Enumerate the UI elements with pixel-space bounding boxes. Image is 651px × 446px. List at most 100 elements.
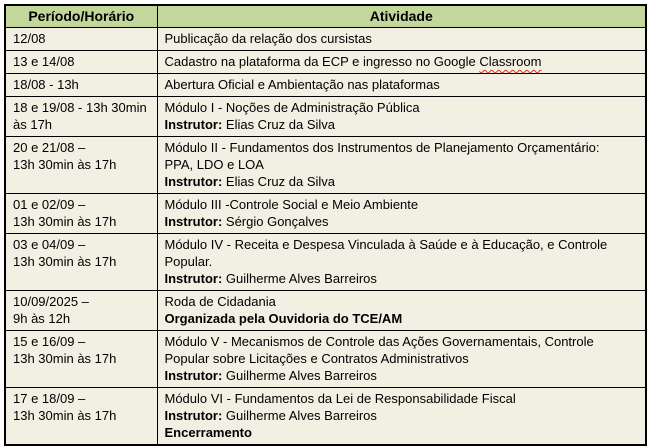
periodo-cell: 17 e 18/09 – 13h 30min às 17h (4, 387, 158, 446)
text-segment: Instrutor: (164, 117, 223, 132)
schedule-table: Período/Horário Atividade 12/08 Publicaçã… (4, 4, 647, 446)
text-segment: Módulo III -Controle Social e Meio Ambie… (164, 197, 419, 212)
atividade-line: Módulo VI - Fundamentos da Lei de Respon… (165, 390, 638, 407)
atividade-line: Instrutor: Guilherme Alves Barreiros (165, 407, 638, 424)
text-segment: Instrutor: (164, 214, 223, 229)
atividade-cell: Módulo IV - Receita e Despesa Vinculada … (156, 233, 647, 291)
periodo-line: 10/09/2025 – (13, 294, 89, 309)
periodo-cell: 12/08 (4, 27, 158, 51)
spellcheck-flagged-word: Classroom (479, 54, 542, 69)
periodo-line: 18 e 19/08 - 13h 30min (13, 100, 147, 115)
periodo-line: às 17h (13, 117, 53, 132)
text-segment: Sérgio Gonçalves (222, 214, 329, 229)
text-segment: Elias Cruz da Silva (222, 117, 335, 132)
document-page: Período/Horário Atividade 12/08 Publicaçã… (4, 4, 647, 446)
periodo-line: 15 e 16/09 – (13, 334, 86, 349)
atividade-line: Instrutor: Elias Cruz da Silva (165, 116, 638, 133)
periodo-line: 17 e 18/09 – (13, 391, 86, 406)
text-segment: Módulo VI - Fundamentos da Lei de Respon… (164, 391, 516, 406)
table-row: 03 e 04/09 – 13h 30min às 17h Módulo IV - … (4, 233, 647, 291)
atividade-line: Popular sobre Licitações e Contratos Adm… (165, 350, 638, 367)
text-segment: Guilherme Alves Barreiros (222, 368, 377, 383)
periodo-line: 13h 30min às 17h (13, 351, 117, 366)
atividade-line: Instrutor: Elias Cruz da Silva (165, 173, 638, 190)
text-segment: Popular sobre Licitações e Contratos Adm… (164, 351, 469, 366)
atividade-line: Módulo V - Mecanismos de Controle das Aç… (165, 333, 638, 350)
periodo-line: 13 e 14/08 (13, 54, 75, 69)
text-segment: Instrutor: (164, 271, 223, 286)
text-segment: Instrutor: (164, 368, 223, 383)
text-segment: Encerramento (164, 425, 252, 440)
header-row: Período/Horário Atividade (4, 4, 647, 28)
atividade-cell: Módulo V - Mecanismos de Controle das Aç… (156, 330, 647, 388)
atividade-cell: Módulo II - Fundamentos dos Instrumentos… (156, 136, 647, 194)
table-row: 18 e 19/08 - 13h 30min às 17h Módulo I - N… (4, 96, 647, 137)
text-segment: Módulo I - Noções de Administração Públi… (164, 100, 420, 115)
atividade-line: Instrutor: Sérgio Gonçalves (165, 213, 638, 230)
atividade-cell: Módulo III -Controle Social e Meio Ambie… (156, 193, 647, 234)
periodo-line: 13h 30min às 17h (13, 157, 117, 172)
periodo-cell: 13 e 14/08 (4, 50, 158, 74)
periodo-cell: 15 e 16/09 – 13h 30min às 17h (4, 330, 158, 388)
column-header-atividade: Atividade (156, 4, 647, 28)
column-header-periodo-horario: Período/Horário (4, 4, 158, 28)
atividade-cell: Módulo VI - Fundamentos da Lei de Respon… (156, 387, 647, 446)
table-row: 15 e 16/09 – 13h 30min às 17h Módulo V - M… (4, 330, 647, 388)
atividade-line: Módulo IV - Receita e Despesa Vinculada … (165, 236, 638, 253)
periodo-line: 01 e 02/09 – (13, 197, 86, 212)
table-row: 17 e 18/09 – 13h 30min às 17h Módulo VI - … (4, 387, 647, 446)
periodo-line: 20 e 21/08 – (13, 140, 86, 155)
periodo-cell: 18 e 19/08 - 13h 30min às 17h (4, 96, 158, 137)
atividade-line: Popular. (165, 253, 638, 270)
text-segment: PPA, LDO e LOA (164, 157, 264, 172)
atividade-cell: Publicação da relação dos cursistas (156, 27, 647, 51)
atividade-line: Módulo II - Fundamentos dos Instrumentos… (165, 139, 638, 156)
schedule-table-body: 12/08 Publicação da relação dos cursistas… (4, 27, 647, 446)
periodo-cell: 20 e 21/08 – 13h 30min às 17h (4, 136, 158, 194)
periodo-line: 18/08 - 13h (13, 77, 79, 92)
periodo-cell: 03 e 04/09 – 13h 30min às 17h (4, 233, 158, 291)
atividade-line: Roda de Cidadania (165, 293, 638, 310)
text-segment: Abertura Oficial e Ambientação nas plata… (164, 77, 440, 92)
periodo-line: 13h 30min às 17h (13, 408, 117, 423)
text-segment: Elias Cruz da Silva (222, 174, 335, 189)
atividade-cell: Abertura Oficial e Ambientação nas plata… (156, 73, 647, 97)
atividade-line: Publicação da relação dos cursistas (165, 30, 638, 47)
text-segment: Instrutor: (164, 408, 223, 423)
table-row: 13 e 14/08 Cadastro na plataforma da ECP … (4, 50, 647, 74)
atividade-cell: Módulo I - Noções de Administração Públi… (156, 96, 647, 137)
table-row: 20 e 21/08 – 13h 30min às 17h Módulo II - … (4, 136, 647, 194)
text-segment: Guilherme Alves Barreiros (222, 271, 377, 286)
text-segment: Módulo V - Mecanismos de Controle das Aç… (164, 334, 594, 349)
periodo-line: 13h 30min às 17h (13, 214, 117, 229)
periodo-line: 03 e 04/09 – (13, 237, 86, 252)
atividade-line: Organizada pela Ouvidoria do TCE/AM (165, 310, 638, 327)
periodo-cell: 18/08 - 13h (4, 73, 158, 97)
text-segment: Publicação da relação dos cursistas (164, 31, 372, 46)
atividade-cell: Cadastro na plataforma da ECP e ingresso… (156, 50, 647, 74)
atividade-line: Abertura Oficial e Ambientação nas plata… (165, 76, 638, 93)
atividade-line: Instrutor: Guilherme Alves Barreiros (165, 270, 638, 287)
text-segment: Guilherme Alves Barreiros (222, 408, 377, 423)
table-row: 10/09/2025 – 9h às 12h Roda de Cidadania Or… (4, 290, 647, 331)
table-row: 12/08 Publicação da relação dos cursistas (4, 27, 647, 51)
atividade-line: Cadastro na plataforma da ECP e ingresso… (165, 53, 638, 70)
text-segment: Módulo II - Fundamentos dos Instrumentos… (164, 140, 600, 155)
periodo-line: 9h às 12h (13, 311, 71, 326)
periodo-line: 13h 30min às 17h (13, 254, 117, 269)
atividade-line: Módulo I - Noções de Administração Públi… (165, 99, 638, 116)
text-segment: Instrutor: (164, 174, 223, 189)
periodo-line: 12/08 (13, 31, 46, 46)
table-row: 01 e 02/09 – 13h 30min às 17h Módulo III -… (4, 193, 647, 234)
atividade-line: Módulo III -Controle Social e Meio Ambie… (165, 196, 638, 213)
text-segment: Popular. (164, 254, 213, 269)
text-segment: Módulo IV - Receita e Despesa Vinculada … (164, 237, 608, 252)
text-segment: Roda de Cidadania (164, 294, 276, 309)
atividade-line: Encerramento (165, 424, 638, 441)
atividade-line: Instrutor: Guilherme Alves Barreiros (165, 367, 638, 384)
periodo-cell: 01 e 02/09 – 13h 30min às 17h (4, 193, 158, 234)
text-segment: Organizada pela Ouvidoria do TCE/AM (164, 311, 403, 326)
periodo-cell: 10/09/2025 – 9h às 12h (4, 290, 158, 331)
text-segment: Cadastro na plataforma da ECP e ingresso… (164, 54, 480, 69)
atividade-line: PPA, LDO e LOA (165, 156, 638, 173)
